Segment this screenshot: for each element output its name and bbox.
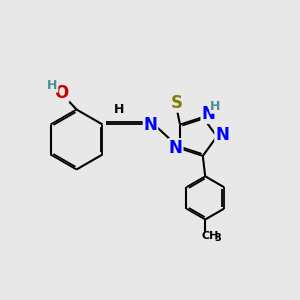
Text: O: O [54, 84, 69, 102]
Text: N: N [143, 116, 158, 134]
Text: 3: 3 [214, 232, 221, 242]
Text: H: H [210, 100, 220, 113]
Text: N: N [169, 139, 183, 157]
Text: CH: CH [202, 231, 219, 241]
Text: S: S [170, 94, 182, 112]
Text: H: H [47, 79, 58, 92]
Text: N: N [201, 105, 215, 123]
Text: H: H [113, 103, 124, 116]
Text: N: N [215, 126, 229, 144]
